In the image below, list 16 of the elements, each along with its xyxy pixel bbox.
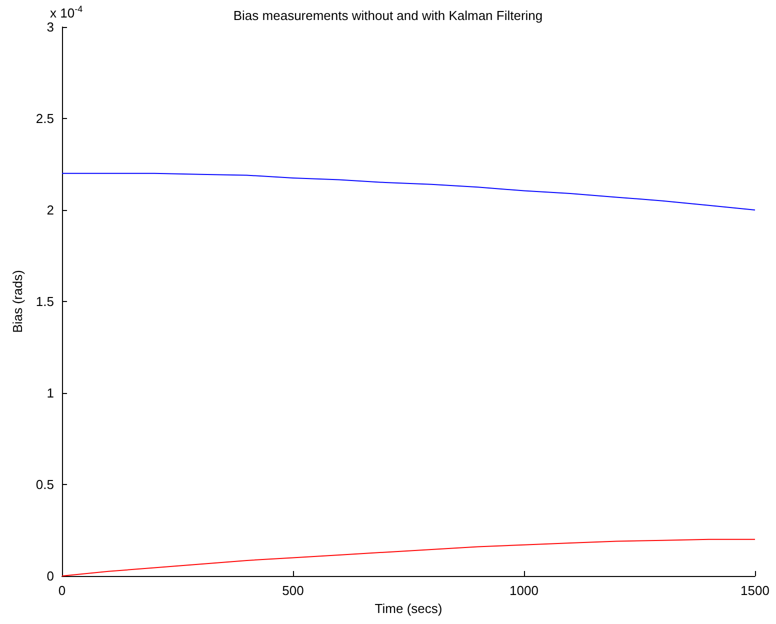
chart-title: Bias measurements without and with Kalman Filtering <box>233 8 543 23</box>
x-axis-title: Time (secs) <box>374 600 442 616</box>
x-tick-label: 1500 <box>740 583 770 598</box>
y-tick-label: 2 <box>46 202 54 218</box>
line-series <box>62 172 756 210</box>
y-axis-title: Bias (rads) <box>10 270 25 333</box>
y-tick-label: 1.5 <box>36 294 54 309</box>
x-tick-label: 1000 <box>510 583 538 598</box>
y-tick-label: 0 <box>46 568 54 584</box>
y-tick-label: 2.5 <box>36 111 54 126</box>
y-tick-label: 0.5 <box>36 477 54 492</box>
x-tick-label: 500 <box>282 583 304 598</box>
y-tick-label: 3 <box>46 20 54 34</box>
y-tick-label: 1 <box>46 386 54 400</box>
text: x 10$^{-4}$ <box>50 4 83 20</box>
x-tick-label: 0 <box>58 583 66 598</box>
